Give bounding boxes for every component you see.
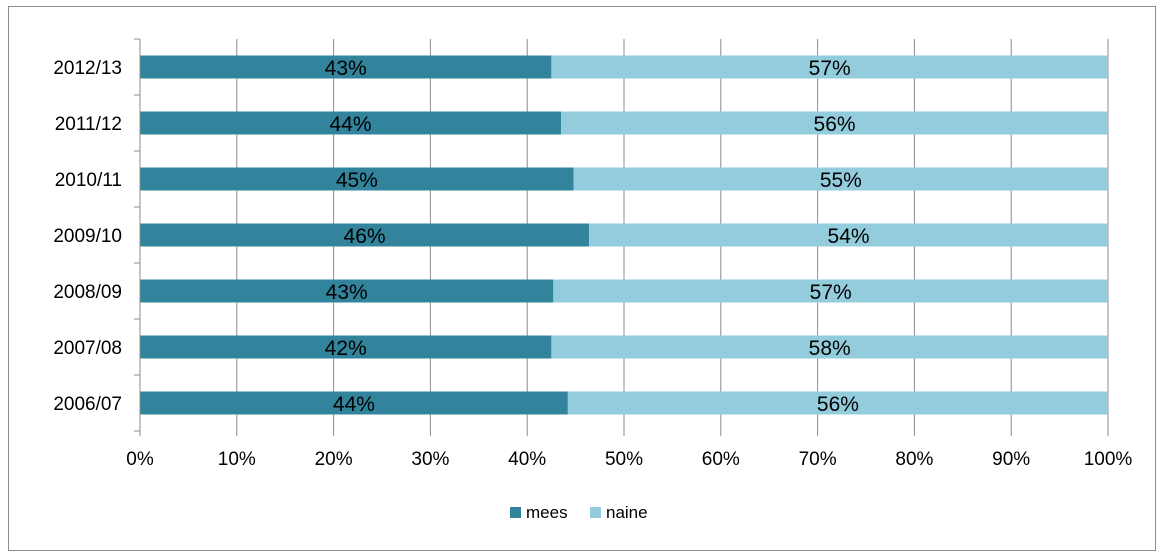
y-tick-label: 2006/07 xyxy=(53,394,122,415)
data-label: 44% xyxy=(333,393,375,416)
bar-mees xyxy=(140,55,552,79)
x-tick-label: 90% xyxy=(992,449,1030,470)
x-tick-label: 20% xyxy=(315,449,353,470)
bar-naine xyxy=(553,279,1108,303)
y-tick-label: 2009/10 xyxy=(53,226,122,247)
y-tick-label: 2008/09 xyxy=(53,282,122,303)
stacked-bar-chart: 43% 57% 44% 56% 45% 55% 46% 54% 43% 57% 42% 58% 44% 5… xyxy=(53,38,1133,522)
bar-mees xyxy=(140,167,574,191)
x-tick-label: 0% xyxy=(126,449,154,470)
legend: mees naine xyxy=(510,503,648,522)
bar-naine xyxy=(551,335,1108,359)
axes: 0% 10% 20% 30% 40% 50% 60% 70% 80% 90% 100% 2012/13… xyxy=(53,38,1133,470)
data-label: 42% xyxy=(325,337,367,360)
data-label: 45% xyxy=(336,169,378,192)
data-label: 56% xyxy=(817,393,859,416)
chart-area: 43% 57% 44% 56% 45% 55% 46% 54% 43% 57% 42% 58% 44% 5… xyxy=(8,6,1156,551)
x-tick-label: 80% xyxy=(895,449,933,470)
bars: 43% 57% 44% 56% 45% 55% 46% 54% 43% 57% 42% 58% 44% 5… xyxy=(140,55,1108,416)
bar-mees xyxy=(140,279,554,303)
x-tick-label: 100% xyxy=(1084,449,1133,470)
bar-mees xyxy=(140,391,568,415)
bar-mees xyxy=(140,335,552,359)
data-label: 56% xyxy=(814,113,856,136)
data-label: 43% xyxy=(325,57,367,80)
y-tick-label: 2011/12 xyxy=(55,114,122,135)
bar-naine xyxy=(551,55,1108,79)
data-label: 55% xyxy=(820,169,862,192)
y-tick-label: 2012/13 xyxy=(53,58,122,79)
legend-label-naine: naine xyxy=(606,503,648,522)
data-label: 57% xyxy=(810,281,852,304)
bar-naine xyxy=(573,167,1108,191)
bar-mees xyxy=(140,223,590,247)
data-label: 43% xyxy=(326,281,368,304)
bar-naine xyxy=(589,223,1108,247)
y-tick-label: 2007/08 xyxy=(53,338,122,359)
data-label: 44% xyxy=(330,113,372,136)
data-label: 57% xyxy=(809,57,851,80)
data-label: 54% xyxy=(828,225,870,248)
legend-swatch-naine xyxy=(590,507,601,518)
bar-mees xyxy=(140,111,562,135)
data-label: 46% xyxy=(344,225,386,248)
x-tick-label: 50% xyxy=(605,449,643,470)
x-tick-label: 70% xyxy=(799,449,837,470)
data-label: 58% xyxy=(809,337,851,360)
y-tick-label: 2010/11 xyxy=(55,170,122,191)
legend-label-mees: mees xyxy=(526,503,568,522)
bar-naine xyxy=(561,111,1108,135)
x-tick-label: 60% xyxy=(702,449,740,470)
x-tick-label: 40% xyxy=(508,449,546,470)
x-tick-label: 10% xyxy=(218,449,256,470)
legend-swatch-mees xyxy=(510,507,521,518)
bar-naine xyxy=(567,391,1108,415)
x-tick-label: 30% xyxy=(411,449,449,470)
